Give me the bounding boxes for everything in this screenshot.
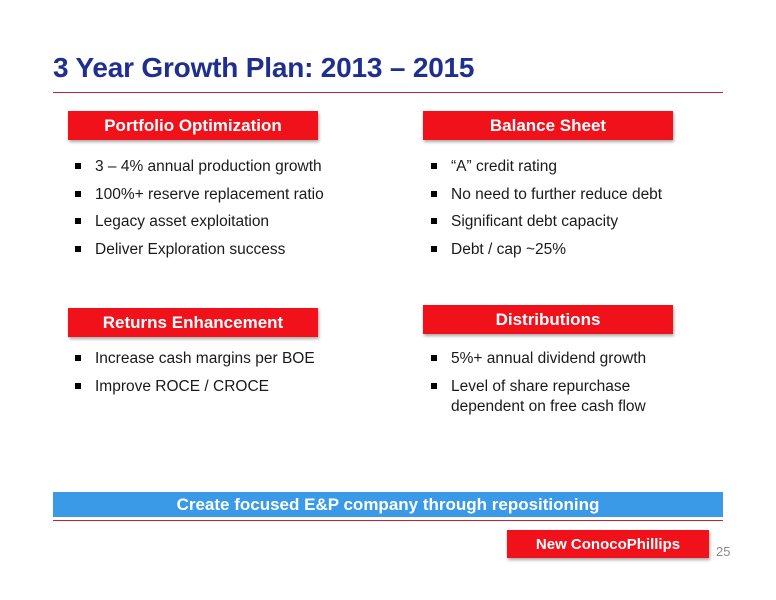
bullet-square-icon (431, 163, 437, 169)
bullet-square-icon (431, 245, 437, 252)
returns-list: Increase cash margins per BOE Improve RO… (75, 345, 315, 400)
list-item: Level of share repurchase dependent on f… (431, 377, 691, 417)
repositioning-banner: Create focused E&P company through repos… (53, 492, 723, 517)
bullet-square-icon (75, 382, 81, 389)
portfolio-heading: Portfolio Optimization (68, 111, 318, 140)
list-item: 100%+ reserve replacement ratio (75, 181, 324, 209)
title-divider (53, 92, 723, 93)
slide-title: 3 Year Growth Plan: 2013 – 2015 (53, 52, 475, 83)
bullet-square-icon (431, 190, 437, 197)
page-number: 25 (716, 544, 731, 559)
list-item: Improve ROCE / CROCE (75, 373, 315, 401)
returns-heading: Returns Enhancement (68, 308, 318, 337)
list-item: 3 – 4% annual production growth (75, 153, 324, 181)
distributions-list: 5%+ annual dividend growth Level of shar… (431, 345, 691, 417)
distributions-heading: Distributions (423, 305, 673, 334)
bullet-square-icon (75, 190, 81, 197)
bullet-square-icon (75, 245, 81, 252)
balance-sheet-heading: Balance Sheet (423, 111, 673, 140)
list-item: Debt / cap ~25% (431, 236, 662, 264)
bullet-square-icon (431, 382, 437, 389)
list-item: “A” credit rating (431, 153, 662, 181)
portfolio-list: 3 – 4% annual production growth 100%+ re… (75, 153, 324, 263)
list-item: Increase cash margins per BOE (75, 345, 315, 373)
bullet-square-icon (75, 355, 81, 361)
list-item: Legacy asset exploitation (75, 208, 324, 236)
bullet-square-icon (431, 218, 437, 224)
list-item: Significant debt capacity (431, 208, 662, 236)
brand-label: New ConocoPhillips (507, 530, 709, 558)
list-item: Deliver Exploration success (75, 236, 324, 264)
list-item: No need to further reduce debt (431, 181, 662, 209)
balance-sheet-list: “A” credit rating No need to further red… (431, 153, 662, 263)
bullet-square-icon (75, 218, 81, 224)
footer-divider (53, 520, 723, 521)
bullet-square-icon (75, 163, 81, 169)
bullet-square-icon (431, 355, 437, 361)
list-item: 5%+ annual dividend growth (431, 345, 691, 373)
